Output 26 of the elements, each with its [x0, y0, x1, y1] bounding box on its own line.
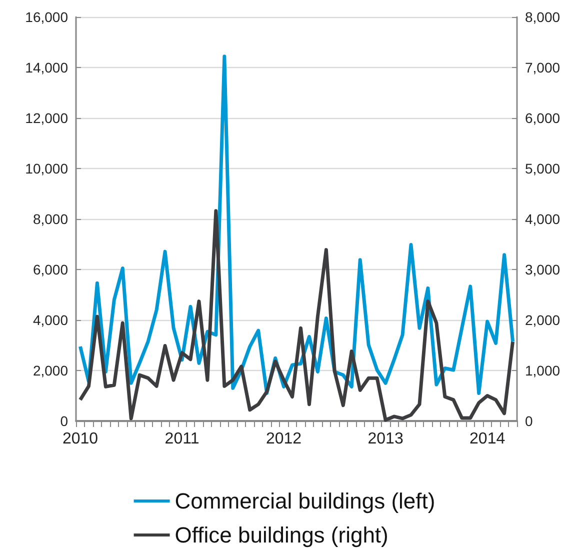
- y-tick-label: 8,000: [32, 211, 68, 227]
- x-tick-label: 2013: [368, 430, 404, 448]
- y-tick-label: 14,000: [25, 60, 68, 76]
- x-tick-label: 2010: [62, 430, 98, 448]
- y-tick-label: 6,000: [32, 262, 68, 278]
- legend-label: Commercial buildings (left): [174, 488, 436, 514]
- y2-tick-label: 0: [525, 413, 533, 429]
- y2-tick-label: 7,000: [525, 60, 560, 76]
- y2-tick-label: 3,000: [525, 262, 560, 278]
- x-tick-label: 2014: [470, 430, 506, 448]
- x-tick-label: 2011: [164, 430, 200, 448]
- legend-label: Office buildings (right): [174, 522, 388, 548]
- y-tick-label: 2,000: [32, 362, 68, 378]
- y-tick-label: 10,000: [25, 160, 68, 176]
- y2-tick-label: 1,000: [525, 362, 560, 378]
- y-tick-label: 4,000: [32, 312, 68, 328]
- y-tick-label: 0: [60, 413, 68, 429]
- y2-tick-label: 4,000: [525, 211, 560, 227]
- y2-tick-label: 2,000: [525, 312, 560, 328]
- x-tick-label: 2012: [266, 430, 302, 448]
- y-tick-label: 12,000: [25, 110, 68, 126]
- y2-tick-label: 8,000: [525, 9, 560, 25]
- y-tick-label: 16,000: [25, 9, 68, 25]
- line-series: [78, 209, 515, 422]
- y2-tick-label: 5,000: [525, 160, 560, 176]
- y2-tick-label: 6,000: [525, 110, 560, 126]
